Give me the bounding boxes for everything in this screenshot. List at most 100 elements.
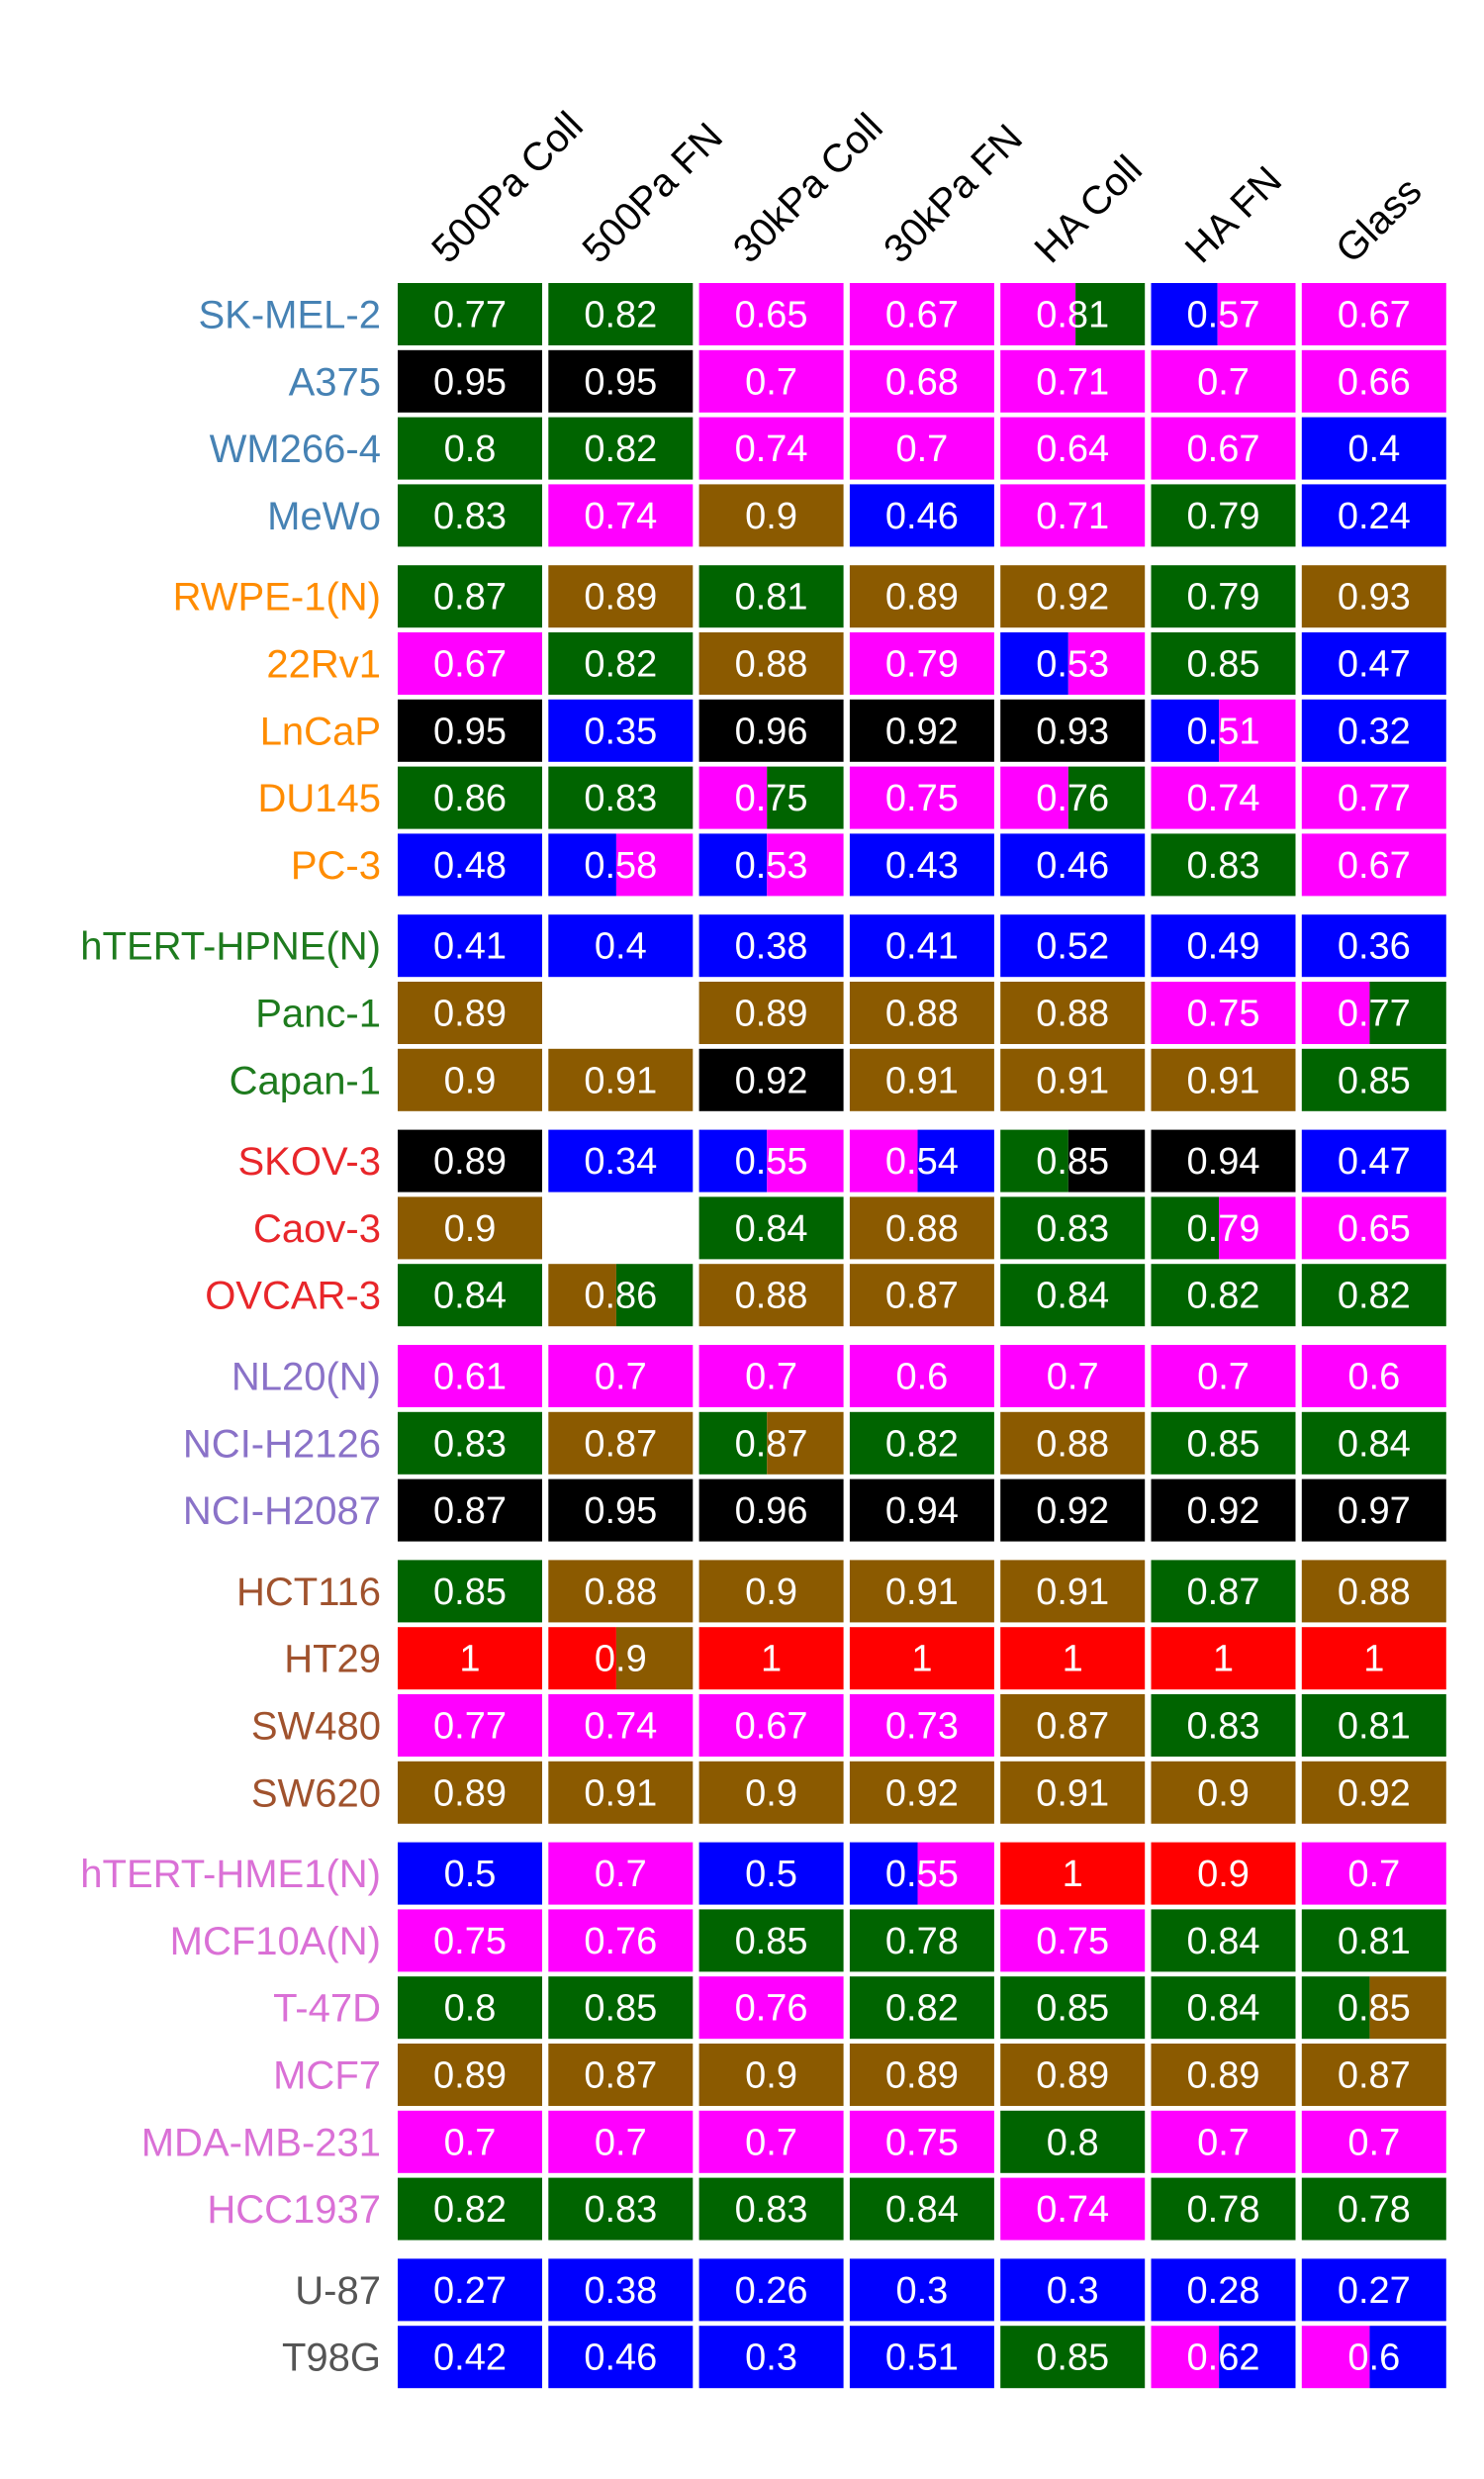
cell-value: 0.85 xyxy=(1187,644,1260,686)
cell-rect-secondary xyxy=(767,833,844,897)
cell-rect xyxy=(698,1627,844,1690)
cell-rect xyxy=(1000,1694,1146,1757)
heatmap-row: MCF10A(N) 0.75 0.76 0.85 0.78 0.75 0.84 0.81 xyxy=(170,1909,1446,1972)
cell-value: 0.8 xyxy=(444,429,497,470)
cell-rect xyxy=(398,982,542,1044)
heatmap-row: A375 0.95 0.95 0.7 0.68 0.71 0.7 0.66 xyxy=(289,349,1446,413)
heatmap-cell: 0.5 xyxy=(398,1842,542,1905)
heatmap-row: PC-3 0.48 0.58 0.53 0.43 0.46 0.83 0.67 xyxy=(291,833,1446,897)
cell-rect xyxy=(1151,565,1296,628)
heatmap-cell: 0.75 xyxy=(398,1909,542,1972)
heatmap-cell: 0.91 xyxy=(849,1048,994,1111)
cell-rect xyxy=(698,2110,844,2173)
heatmap-row: MCF7 0.89 0.87 0.9 0.89 0.89 0.89 0.87 xyxy=(273,2044,1446,2106)
heatmap-cell: 0.9 xyxy=(1151,1842,1296,1905)
cell-value: 0.82 xyxy=(433,2189,507,2231)
row-label: NCI-H2087 xyxy=(183,1489,381,1533)
cell-rect xyxy=(548,2326,694,2389)
heatmap-row: Capan-1 0.9 0.91 0.92 0.91 0.91 0.91 0.85 xyxy=(230,1048,1446,1111)
heatmap-row: NCI-H2087 0.87 0.95 0.96 0.94 0.92 0.92 0.97 xyxy=(183,1478,1446,1542)
cell-value: 0.6 xyxy=(1347,1357,1400,1398)
heatmap-cell: 0.82 xyxy=(1151,1264,1296,1327)
cell-value: 0.89 xyxy=(1036,2055,1109,2097)
heatmap-cell: 0.34 xyxy=(548,1129,694,1192)
row-label: PC-3 xyxy=(291,844,381,888)
cell-rect xyxy=(548,484,694,547)
cell-rect xyxy=(1000,914,1146,978)
cell-value: 0.95 xyxy=(584,1490,657,1532)
cell-value: 0.7 xyxy=(1197,2122,1250,2163)
cell-rect xyxy=(398,766,542,829)
cell-rect xyxy=(698,1264,844,1327)
cell-value: 0.95 xyxy=(433,361,507,403)
heatmap-cell: 0.36 xyxy=(1301,914,1446,978)
heatmap-cell: 0.27 xyxy=(398,2258,542,2322)
heatmap-cell: 0.78 xyxy=(849,1909,994,1972)
cell-rect xyxy=(698,565,844,628)
cell-rect-secondary xyxy=(1219,2326,1296,2389)
cell-value: 0.82 xyxy=(885,1423,959,1465)
heatmap-cell: 0.78 xyxy=(1151,2177,1296,2241)
cell-rect xyxy=(849,1411,994,1475)
heatmap-cell: 1 xyxy=(398,1627,542,1690)
cell-rect xyxy=(1301,283,1446,345)
cell-value: 0.93 xyxy=(1338,577,1411,619)
cell-rect xyxy=(1151,1345,1296,1407)
heatmap-cell: 0.52 xyxy=(1000,914,1146,978)
cell-rect xyxy=(698,982,844,1044)
cell-value: 0.81 xyxy=(1338,1706,1411,1748)
cell-value: 0.84 xyxy=(1187,1988,1260,2030)
cell-value: 0.91 xyxy=(885,1060,959,1101)
cell-rect xyxy=(1301,1478,1446,1542)
cell-rect xyxy=(548,1842,694,1905)
cell-value: 0.9 xyxy=(444,1060,497,1101)
cell-value: 0.88 xyxy=(885,994,959,1035)
heatmap-cell: 0.62 xyxy=(1151,2326,1296,2389)
cell-rect xyxy=(1000,2258,1146,2322)
cell-rect xyxy=(1301,2110,1446,2173)
cell-rect xyxy=(548,565,694,628)
heatmap-cell: 0.7 xyxy=(698,1345,844,1407)
heatmap-cell: 0.79 xyxy=(1151,565,1296,628)
heatmap-row: WM266-4 0.8 0.82 0.74 0.7 0.64 0.67 0.4 xyxy=(210,417,1446,480)
row-label: Panc-1 xyxy=(255,993,381,1036)
cell-value: 0.6 xyxy=(1347,2337,1400,2379)
cell-value: 0.78 xyxy=(885,1921,959,1962)
heatmap-cell: 1 xyxy=(1151,1627,1296,1690)
cell-rect-secondary xyxy=(1219,699,1296,762)
heatmap-cell: 0.61 xyxy=(398,1345,542,1407)
heatmap-cell: 0.3 xyxy=(849,2258,994,2322)
cell-rect xyxy=(398,2258,542,2322)
cell-value: 0.67 xyxy=(885,295,959,336)
cell-value: 0.79 xyxy=(1187,496,1260,537)
heatmap-cell: 0.26 xyxy=(698,2258,844,2322)
cell-rect xyxy=(398,565,542,628)
cell-value: 0.7 xyxy=(1047,1357,1099,1398)
heatmap-cell: 0.84 xyxy=(398,1264,542,1327)
cell-value: 0.65 xyxy=(735,295,808,336)
cell-rect-primary xyxy=(1000,283,1076,345)
cell-rect-secondary xyxy=(767,1129,844,1192)
cell-rect-primary xyxy=(1151,699,1220,762)
cell-rect xyxy=(1301,565,1446,628)
heatmap-cell: 0.84 xyxy=(698,1196,844,1260)
cell-value: 0.91 xyxy=(1187,1060,1260,1101)
heatmap-cell: 0.28 xyxy=(1151,2258,1296,2322)
heatmap-cell: 0.87 xyxy=(1000,1694,1146,1757)
heatmap-cell: 0.54 xyxy=(849,1129,994,1192)
heatmap-cell: 0.81 xyxy=(698,565,844,628)
heatmap-cell: 1 xyxy=(698,1627,844,1690)
cell-value: 0.77 xyxy=(433,1706,507,1748)
cell-value: 0.84 xyxy=(1187,1921,1260,1962)
cell-rect xyxy=(548,417,694,480)
heatmap-cell: 0.96 xyxy=(698,699,844,762)
cell-rect xyxy=(548,283,694,345)
heatmap-cell: 1 xyxy=(1000,1842,1146,1905)
heatmap-row: SW620 0.89 0.91 0.9 0.92 0.91 0.9 0.92 xyxy=(251,1761,1446,1824)
heatmap-cell: 0.9 xyxy=(398,1196,542,1260)
heatmap-cell: 0.7 xyxy=(398,2110,542,2173)
cell-rect xyxy=(849,833,994,897)
heatmap-cell: 0.89 xyxy=(398,1129,542,1192)
heatmap-cell: 0.53 xyxy=(1000,632,1146,695)
